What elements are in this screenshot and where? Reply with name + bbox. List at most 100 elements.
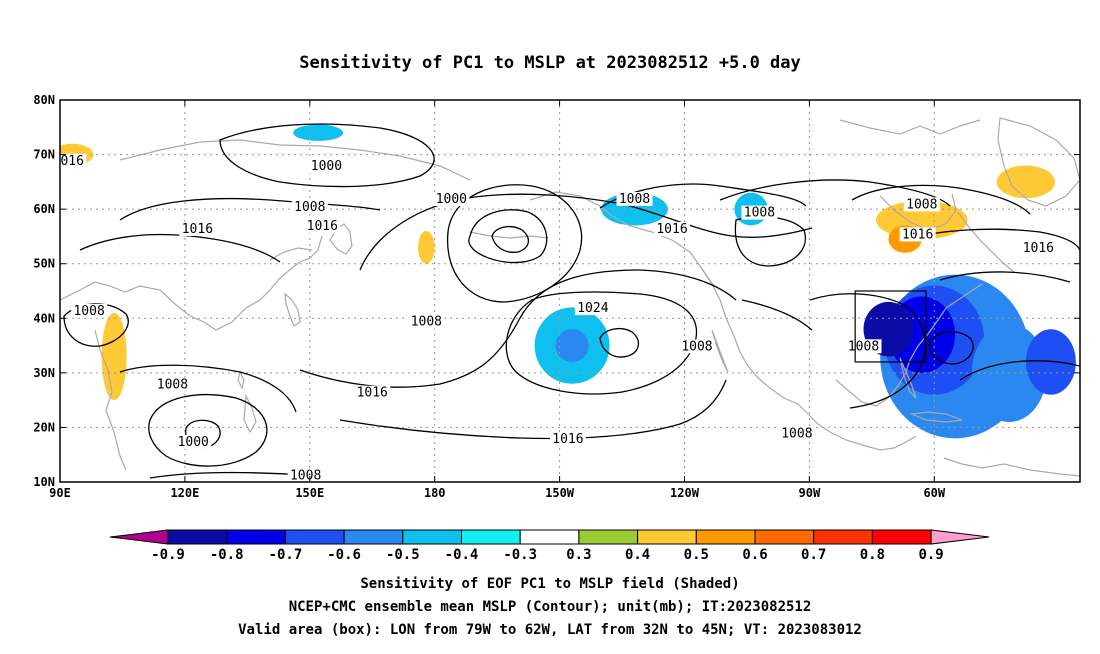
- coastline-sea-of-okhotsk: [269, 247, 313, 261]
- contour-label-bg-18: [354, 385, 391, 400]
- shading-blob-13: [996, 165, 1056, 199]
- lat-label-1: 70N: [33, 148, 55, 162]
- contour-label-22: 1008: [290, 469, 321, 484]
- shading-blob-16: [418, 230, 435, 264]
- lon-label-5: 120W: [670, 486, 700, 500]
- contour-1000-aleutian-inner: [491, 225, 529, 253]
- coastline-gulf-of-mexico: [835, 359, 911, 407]
- caption-line-3: Valid area (box): LON from 79W to 62W, L…: [238, 622, 862, 638]
- contour-label-18: 1016: [357, 386, 388, 401]
- coastline-south-america: [943, 457, 1080, 477]
- colorbar-segment-4: [402, 529, 462, 545]
- contour-1000-arctic: [219, 123, 435, 188]
- colorbar-label-8: 0.4: [625, 547, 650, 563]
- coastline-japan: [284, 292, 301, 327]
- lat-label-4: 40N: [33, 311, 55, 325]
- contour-label-bg-7: [741, 205, 778, 220]
- contour-label-0: 1016: [53, 154, 84, 169]
- colorbar-label-11: 0.7: [801, 547, 826, 563]
- coastline-baja: [711, 329, 729, 373]
- lat-label-7: 10N: [33, 475, 55, 489]
- contour-label-bg-20: [175, 434, 212, 449]
- lon-label-0: 90E: [49, 486, 71, 500]
- colorbar-segment-0: [167, 529, 228, 545]
- contour-1016-asia: [79, 233, 281, 263]
- lat-lon-gridlines: [60, 100, 1080, 482]
- contour-label-3: 1016: [307, 219, 338, 234]
- contour-label-14: 1008: [411, 315, 442, 330]
- lon-label-1: 120E: [170, 486, 199, 500]
- colorbar-label-12: 0.8: [860, 547, 885, 563]
- coastline-florida: [899, 357, 917, 399]
- coastline-siberia: [119, 139, 471, 181]
- contour-1008-south-asia: [119, 364, 297, 413]
- axis-ticks: [59, 99, 1080, 483]
- colorbar-segment-6: [519, 529, 580, 545]
- contour-1016-north-pacific: [359, 193, 813, 271]
- contour-label-8: 1016: [656, 222, 687, 237]
- lon-label-2: 150E: [295, 486, 324, 500]
- colorbar: -0.9 -0.8 -0.7 -0.6 -0.5 -0.4 -0.3 0.3 0.4 0.5 0.6…: [109, 529, 990, 563]
- lon-label-6: 90W: [799, 486, 821, 500]
- contour-1016-sw-us: [741, 299, 813, 331]
- colorbar-segment-12: [871, 529, 932, 545]
- contour-label-bg-5: [433, 191, 470, 206]
- contour-label-2: 1008: [294, 200, 325, 215]
- contour-label-11: 1016: [1023, 241, 1054, 256]
- contour-1016-subtropical: [299, 269, 737, 388]
- coastline-asia: [60, 235, 323, 331]
- colorbar-label-9: 0.5: [684, 547, 709, 563]
- colorbar-label-10: 0.6: [742, 547, 767, 563]
- contour-label-bg-10: [899, 227, 936, 242]
- mslp-contours: [63, 123, 1080, 479]
- contour-label-9: 1008: [906, 197, 937, 212]
- coastline-north-america-west: [699, 265, 831, 433]
- lon-label-3: 180: [424, 486, 446, 500]
- colorbar-label-2: -0.7: [269, 547, 303, 563]
- colorbar-segment-11: [813, 529, 873, 545]
- contour-1016-west-atlantic: [939, 271, 1071, 283]
- lat-label-6: 20N: [33, 420, 55, 434]
- coastline-taiwan: [237, 370, 245, 390]
- contour-label-21: 1016: [552, 432, 583, 447]
- colorbar-segment-3: [343, 529, 404, 545]
- contour-label-bg-13: [574, 301, 611, 316]
- contour-1008-hurricane: [929, 331, 974, 365]
- lon-label-7: 60W: [923, 486, 945, 500]
- latitude-labels: 80N 70N 60N 50N 40N 30N 20N 10N: [33, 93, 55, 489]
- colorbar-label-0: -0.9: [151, 547, 185, 563]
- colorbar-segment-1: [226, 529, 286, 545]
- lat-label-3: 50N: [33, 257, 55, 271]
- contour-label-19: 1008: [781, 427, 812, 442]
- colorbar-segment-5: [461, 529, 521, 545]
- contour-label-20: 1000: [178, 435, 209, 450]
- shading-blob-8: [293, 124, 344, 141]
- colorbar-segment-9: [695, 529, 756, 545]
- valid-area-box: [854, 290, 927, 363]
- colorbar-label-5: -0.4: [445, 547, 479, 563]
- colorbar-label-4: -0.5: [386, 547, 420, 563]
- colorbar-label-7: 0.3: [566, 547, 591, 563]
- contour-label-15: 1008: [681, 339, 712, 354]
- contour-label-bg-3: [304, 219, 341, 234]
- contour-label-5: 1000: [436, 192, 467, 207]
- caption-line-2: NCEP+CMC ensemble mean MSLP (Contour); u…: [289, 599, 812, 615]
- contour-label-bg-4: [179, 221, 216, 236]
- contour-1008-aleutian: [446, 184, 583, 303]
- colorbar-segment-2: [284, 529, 345, 545]
- contour-label-bg-11: [1020, 241, 1057, 256]
- contour-label-12: 1008: [73, 304, 104, 319]
- contour-label-bg-0: [60, 153, 87, 168]
- shading-blob-7: [555, 329, 589, 362]
- lon-label-4: 150W: [545, 486, 575, 500]
- contour-label-1: 1000: [311, 159, 342, 174]
- colorbar-segment-8: [637, 529, 697, 545]
- contour-1008-typhoon: [148, 394, 268, 467]
- contour-1024-inner: [599, 327, 639, 358]
- contour-label-bg-21: [549, 432, 586, 447]
- contour-label-bg-6: [616, 191, 653, 206]
- contour-labels: 1016 1000 1008 1016 1016 1000 1008 1008 1016 1008…: [53, 153, 1057, 484]
- contour-label-17: 1008: [157, 378, 188, 393]
- contour-label-bg-1: [308, 159, 345, 174]
